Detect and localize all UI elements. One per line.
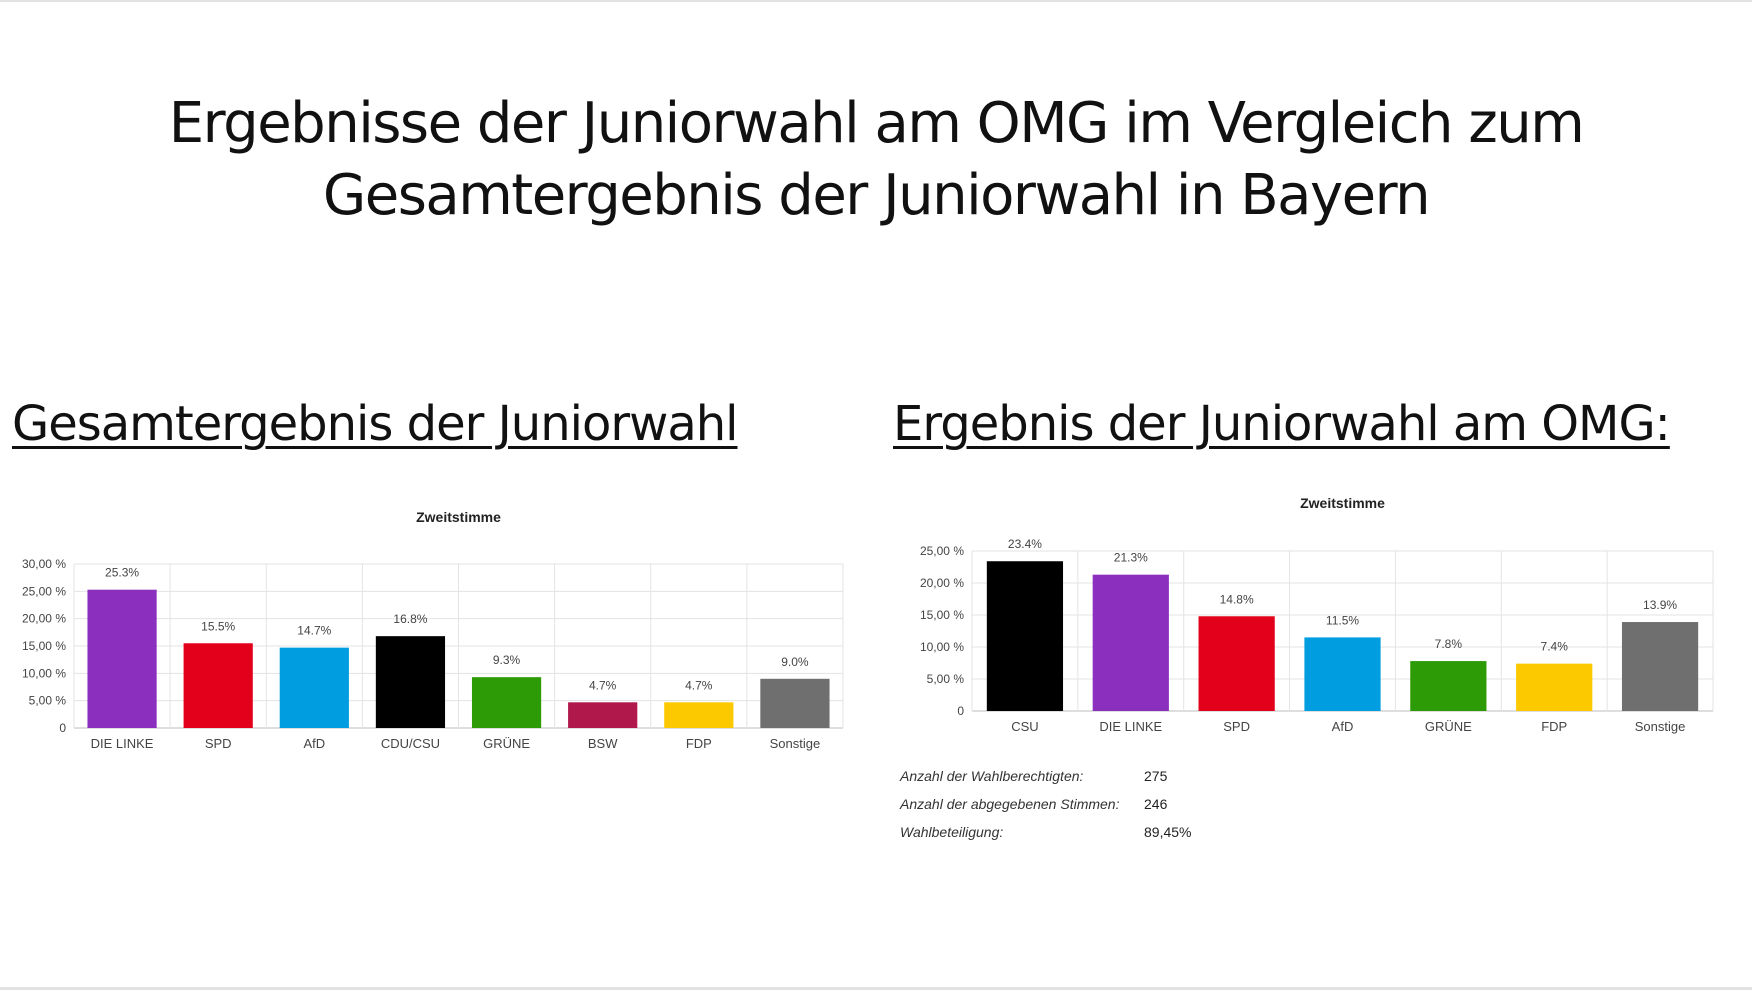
section-title-overall: Gesamtergebnis der Juniorwahl: [12, 396, 738, 452]
y-tick-label: 15,00 %: [920, 608, 964, 622]
x-tick-label: CDU/CSU: [381, 736, 440, 751]
data-label: 16.8%: [393, 612, 427, 626]
x-tick-label: Sonstige: [770, 736, 821, 751]
y-tick-label: 0: [59, 721, 66, 735]
stat-row-votes-cast: Anzahl der abgegebenen Stimmen: 246: [900, 790, 1191, 818]
bar: [986, 561, 1064, 711]
bar: [471, 677, 542, 728]
y-tick-label: 10,00 %: [920, 640, 964, 654]
data-label: 9.3%: [493, 653, 521, 667]
slide-title-line-2: Gesamtergebnis der Juniorwahl in Bayern: [322, 163, 1431, 228]
bar: [568, 702, 638, 728]
data-label: 21.3%: [1114, 551, 1148, 565]
y-tick-label: 15,00 %: [22, 639, 66, 653]
data-label: 14.8%: [1220, 592, 1254, 606]
bar: [1516, 663, 1593, 711]
bar: [279, 647, 349, 728]
bar: [375, 636, 446, 728]
chart-omg-zweitstimme: Zweitstimme 0 5,00 % 10,00 % 15,00 % 20,00 % 2…: [920, 495, 1714, 734]
stat-row-turnout: Wahlbeteiligung: 89,45%: [900, 818, 1191, 846]
slide-title: Ergebnisse der Juniorwahl am OMG im Verg…: [0, 88, 1752, 232]
chart-overall-zweitstimme: Zweitstimme 0 5,00 % 10,00 % 15,00 % 20,00 % 2…: [22, 509, 844, 751]
data-label: 7.4%: [1541, 640, 1569, 654]
x-tick-label: FDP: [686, 736, 712, 751]
x-tick-label: SPD: [205, 736, 232, 751]
data-label: 13.9%: [1643, 598, 1677, 612]
data-label: 25.3%: [105, 566, 139, 580]
stat-row-eligible: Anzahl der Wahlberechtigten: 275: [900, 762, 1191, 790]
y-tick-label: 30,00 %: [22, 557, 66, 571]
y-tick-label: 25,00 %: [920, 544, 964, 558]
data-label: 11.5%: [1326, 613, 1359, 627]
data-label: 15.5%: [201, 619, 235, 633]
bar: [1092, 574, 1169, 711]
chart-title: Zweitstimme: [1300, 495, 1385, 511]
y-tick-label: 10,00 %: [22, 666, 66, 680]
bar: [87, 589, 157, 728]
x-tick-label: Sonstige: [1635, 719, 1686, 734]
y-tick-label: 25,00 %: [22, 584, 66, 598]
data-label: 4.7%: [685, 678, 713, 692]
y-tick-label: 5,00 %: [29, 694, 67, 708]
data-label: 14.7%: [297, 624, 331, 638]
x-tick-label: GRÜNE: [483, 736, 530, 751]
x-tick-label: DIE LINKE: [91, 736, 154, 751]
y-tick-label: 0: [957, 704, 964, 718]
y-tick-label: 20,00 %: [22, 612, 66, 626]
bar: [664, 702, 734, 728]
stat-label: Anzahl der Wahlberechtigten:: [900, 768, 1084, 784]
chart-title: Zweitstimme: [416, 509, 501, 525]
x-tick-label: CSU: [1011, 719, 1038, 734]
stat-value: 275: [1144, 768, 1168, 784]
bar: [1621, 622, 1699, 711]
stat-label: Wahlbeteiligung:: [900, 824, 1004, 840]
y-tick-label: 5,00 %: [927, 672, 965, 686]
data-label: 9.0%: [781, 655, 809, 669]
data-label: 4.7%: [589, 678, 617, 692]
x-tick-label: FDP: [1541, 719, 1567, 734]
x-tick-label: GRÜNE: [1425, 719, 1472, 734]
x-tick-label: BSW: [588, 736, 618, 751]
bar: [1410, 661, 1487, 711]
section-title-omg: Ergebnis der Juniorwahl am OMG:: [893, 396, 1671, 452]
election-stats: Anzahl der Wahlberechtigten: 275 Anzahl …: [900, 762, 1191, 846]
x-tick-label: AfD: [1332, 719, 1354, 734]
bar: [1304, 637, 1381, 711]
stat-value: 89,45%: [1144, 824, 1192, 840]
x-tick-label: DIE LINKE: [1099, 719, 1162, 734]
bar: [1198, 616, 1275, 711]
x-tick-label: AfD: [303, 736, 325, 751]
bar: [760, 678, 830, 728]
y-tick-label: 20,00 %: [920, 576, 964, 590]
stat-label: Anzahl der abgegebenen Stimmen:: [900, 796, 1120, 812]
data-label: 7.8%: [1435, 637, 1463, 651]
slide-title-line-1: Ergebnisse der Juniorwahl am OMG im Verg…: [168, 91, 1585, 156]
data-label: 23.4%: [1008, 537, 1042, 551]
x-tick-label: SPD: [1223, 719, 1250, 734]
stat-value: 246: [1144, 796, 1168, 812]
bar: [183, 643, 253, 728]
